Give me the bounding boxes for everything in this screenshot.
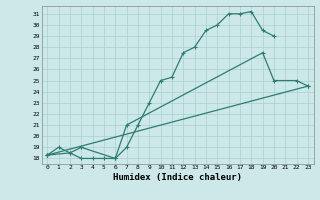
X-axis label: Humidex (Indice chaleur): Humidex (Indice chaleur) xyxy=(113,173,242,182)
